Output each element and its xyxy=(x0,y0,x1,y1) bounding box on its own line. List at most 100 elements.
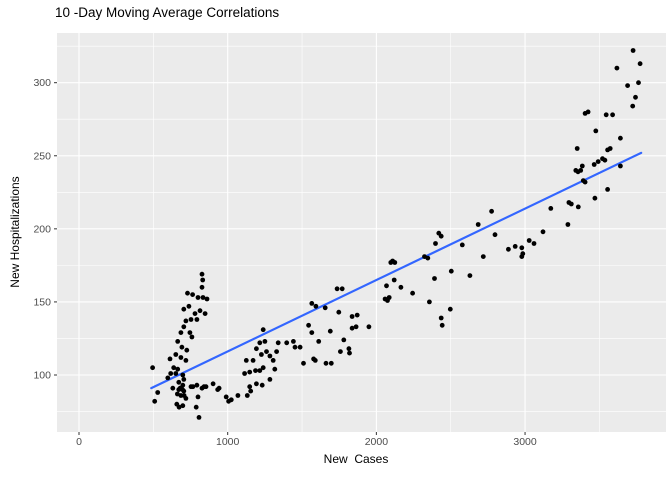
data-point xyxy=(250,358,256,363)
data-point xyxy=(176,404,182,410)
data-point xyxy=(327,328,333,334)
data-point xyxy=(270,358,276,363)
data-point xyxy=(467,273,473,278)
data-point xyxy=(614,65,620,71)
data-point xyxy=(439,322,445,328)
data-point xyxy=(272,366,278,372)
data-point xyxy=(630,103,636,109)
data-point xyxy=(203,384,209,390)
data-point xyxy=(195,295,201,300)
data-point xyxy=(223,394,229,400)
data-point xyxy=(595,159,601,165)
data-point xyxy=(183,396,189,401)
data-point xyxy=(228,397,234,403)
data-point xyxy=(189,334,195,340)
data-point xyxy=(178,330,184,335)
data-point xyxy=(200,295,206,300)
data-point xyxy=(309,301,315,306)
data-point xyxy=(194,382,200,388)
data-point xyxy=(603,112,609,118)
data-point xyxy=(591,162,597,167)
data-point xyxy=(334,286,340,292)
data-point xyxy=(309,330,315,335)
data-point xyxy=(247,369,253,375)
plot-panel xyxy=(57,33,666,432)
data-point xyxy=(181,388,187,394)
data-point xyxy=(216,385,222,391)
data-point xyxy=(204,296,210,302)
data-point xyxy=(425,255,431,261)
data-point xyxy=(254,346,259,352)
data-point xyxy=(574,146,580,151)
data-point xyxy=(150,365,156,371)
data-point xyxy=(152,398,158,404)
x-tick-label: 0 xyxy=(76,436,82,448)
data-point xyxy=(328,360,334,366)
data-point xyxy=(196,415,202,420)
data-point xyxy=(526,238,532,243)
data-point xyxy=(531,241,537,246)
data-point xyxy=(575,204,581,210)
data-point xyxy=(447,306,453,312)
data-point xyxy=(267,353,273,359)
data-point xyxy=(190,384,196,390)
data-point xyxy=(183,358,189,363)
trend-line xyxy=(150,151,643,390)
data-point xyxy=(190,292,196,297)
data-point xyxy=(176,379,182,385)
data-point xyxy=(386,295,392,300)
data-point xyxy=(301,360,306,366)
data-point xyxy=(349,314,355,319)
data-point xyxy=(432,276,437,281)
data-point xyxy=(392,260,398,265)
data-point xyxy=(178,355,184,360)
data-point xyxy=(475,222,481,227)
data-point xyxy=(593,128,599,134)
data-point xyxy=(610,112,615,118)
data-point xyxy=(306,322,311,328)
data-point xyxy=(259,352,264,357)
data-point xyxy=(427,299,432,305)
data-point xyxy=(582,179,588,185)
data-point xyxy=(243,358,249,363)
data-point xyxy=(244,393,250,398)
data-point xyxy=(181,377,187,382)
data-point xyxy=(210,381,216,387)
data-point xyxy=(602,157,608,163)
data-point xyxy=(316,339,322,344)
data-point xyxy=(291,339,296,344)
data-point xyxy=(188,317,194,322)
data-point xyxy=(173,352,179,357)
data-point xyxy=(313,303,319,309)
data-point xyxy=(480,254,486,259)
data-point xyxy=(199,271,205,277)
data-point xyxy=(489,208,494,214)
data-point xyxy=(492,232,498,238)
data-point xyxy=(274,349,279,354)
data-point xyxy=(248,388,254,394)
chart-title: 10 -Day Moving Average Correlations xyxy=(55,5,280,20)
data-point xyxy=(165,375,171,381)
x-tick-label: 1000 xyxy=(216,436,240,448)
data-point xyxy=(259,382,265,388)
data-point xyxy=(297,344,303,350)
data-point xyxy=(292,344,298,350)
data-point xyxy=(202,311,208,316)
y-axis-label: New Hospitalizations xyxy=(8,176,22,288)
data-point xyxy=(410,290,415,296)
data-point xyxy=(347,350,352,356)
data-point xyxy=(323,360,329,366)
data-point xyxy=(585,109,591,115)
x-tick-label: 2000 xyxy=(365,436,389,448)
data-point xyxy=(197,308,203,314)
data-point xyxy=(548,206,554,211)
data-point xyxy=(637,61,643,67)
data-point xyxy=(438,233,444,239)
data-point xyxy=(264,349,269,354)
data-point xyxy=(349,325,355,331)
data-point xyxy=(592,195,598,201)
data-point xyxy=(253,368,258,373)
data-point xyxy=(339,286,345,292)
data-point xyxy=(192,311,198,316)
data-point xyxy=(384,283,389,289)
